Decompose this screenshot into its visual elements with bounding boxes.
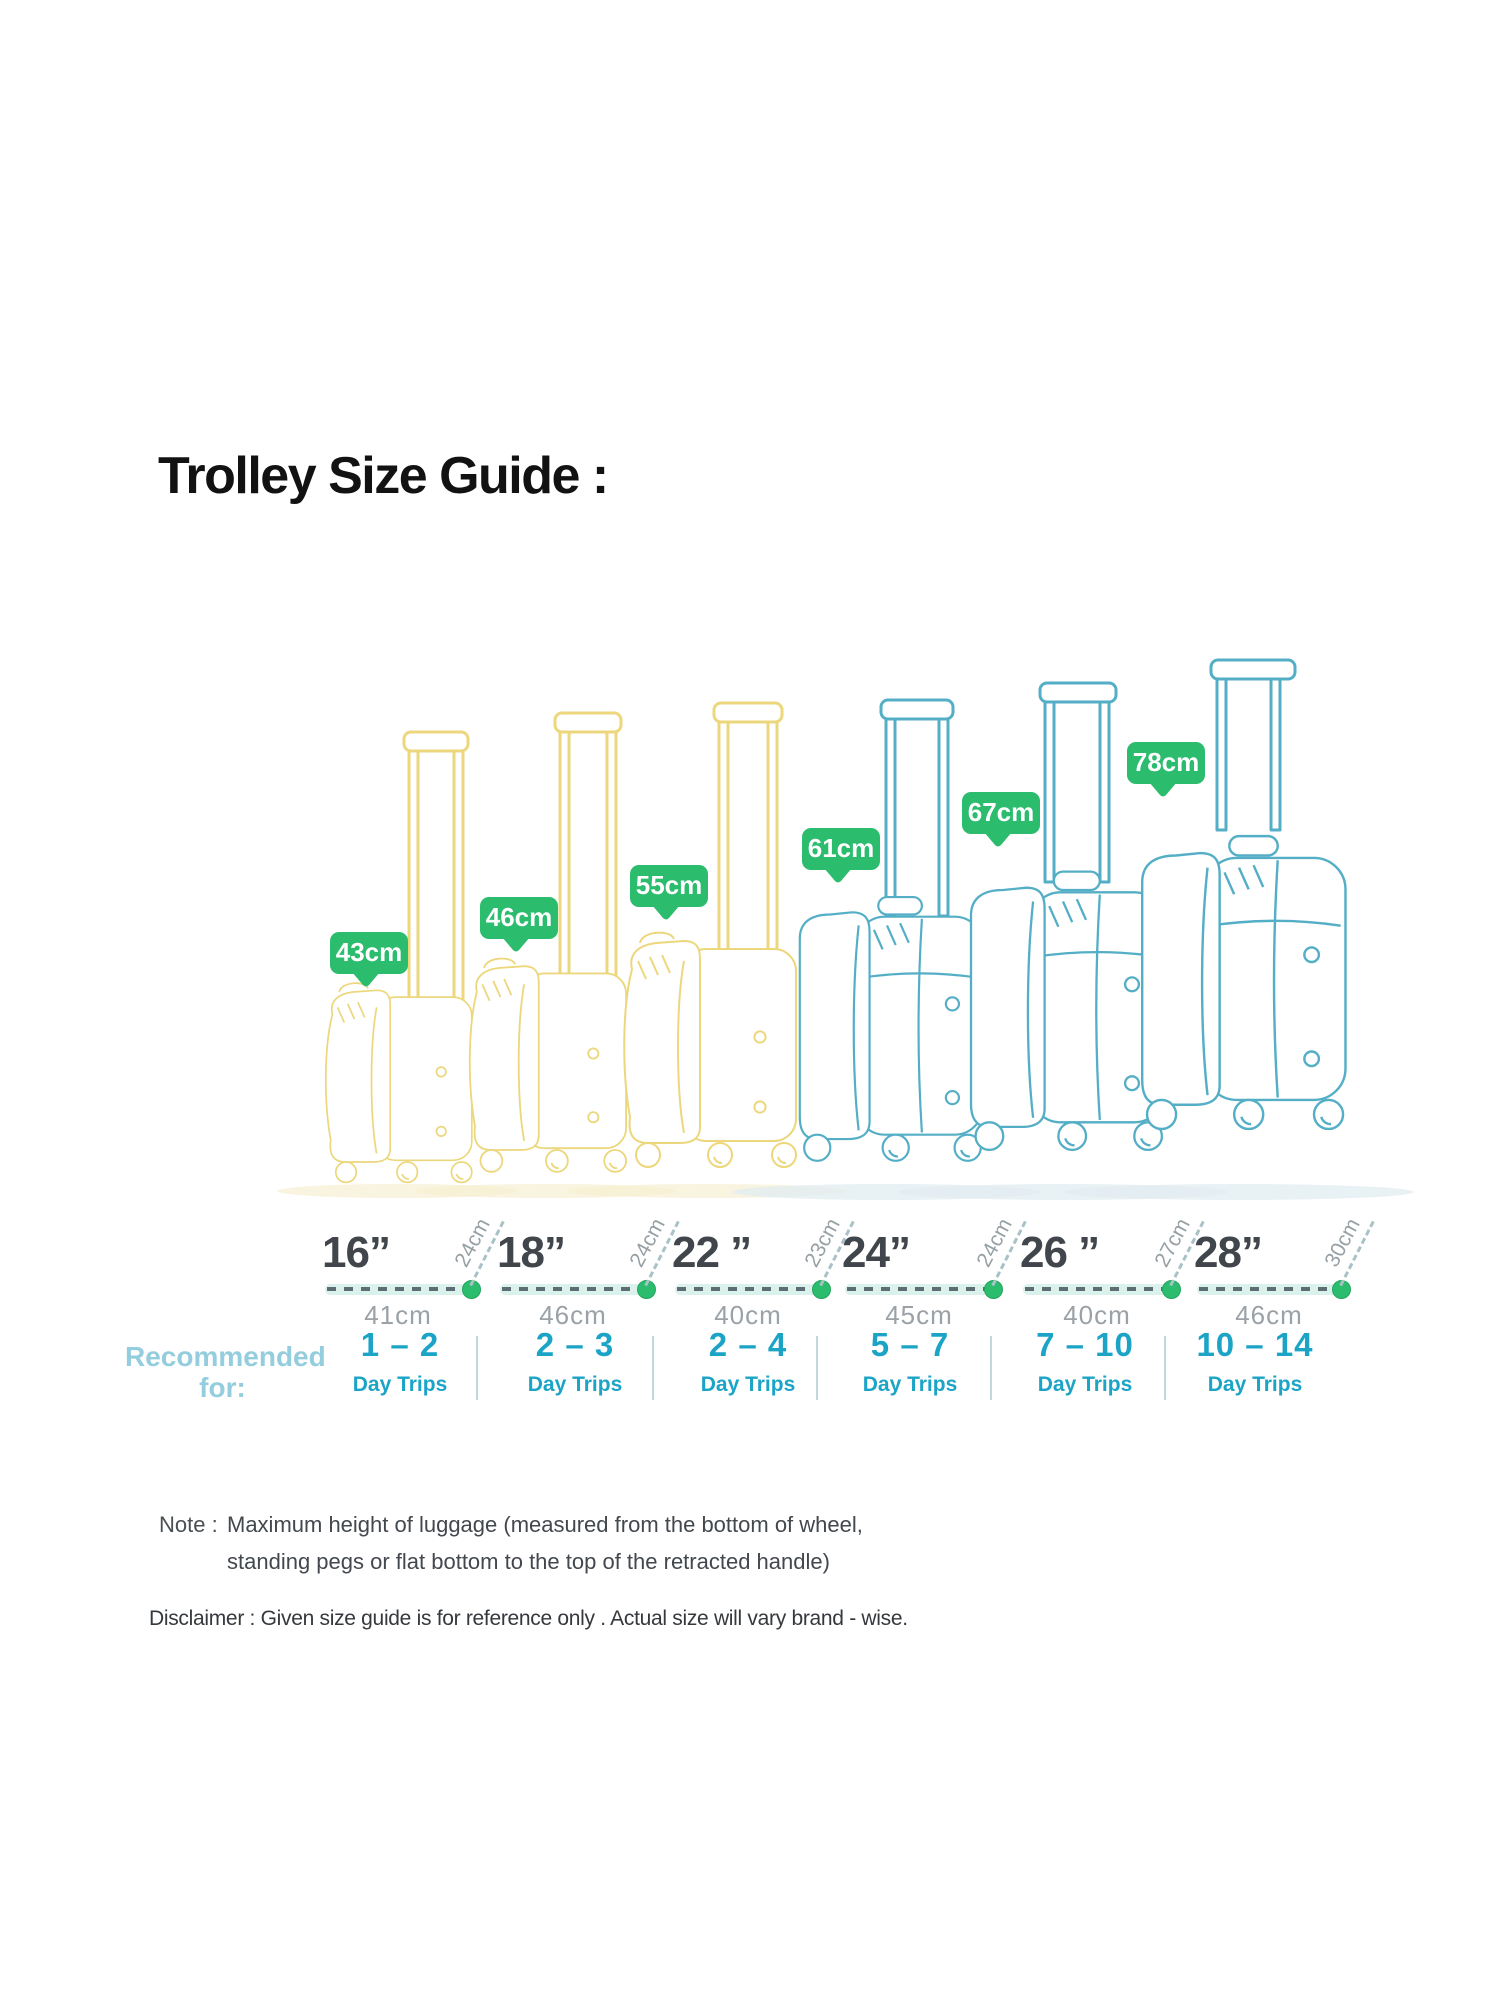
column-divider [1164,1336,1166,1400]
size-column-22: 22 ” 23cm 40cm [672,1215,855,1333]
trolley-handle-24 [881,700,953,916]
recommended-line2: for: [199,1372,246,1403]
height-badge-55cm: 55cm [630,865,708,920]
day-trips-unit: Day Trips [1207,1373,1303,1396]
suitcase-28-inch [1140,660,1348,1131]
dashed-line [1025,1287,1169,1291]
width-label: 41cm [364,1300,432,1330]
day-trips-range: 2 – 3 [535,1326,615,1363]
width-measure-line [1197,1284,1341,1295]
width-label: 40cm [1063,1300,1131,1330]
day-trips-range: 5 – 7 [870,1326,950,1363]
size-column-28: 28” 30cm 46cm [1194,1215,1375,1333]
size-column-16: 16” 24cm 41cm [322,1215,505,1333]
dashed-line [502,1287,644,1291]
width-measure-line [1023,1284,1171,1295]
day-trips-unit: Day Trips [1037,1373,1133,1396]
day-trips-range: 2 – 4 [708,1326,788,1363]
suitcase-16-inch [324,732,473,1184]
size-column-24: 24” 24cm 45cm [842,1215,1027,1333]
measure-dot [984,1280,1003,1299]
column-divider [652,1336,654,1400]
width-label: 46cm [539,1300,607,1330]
width-measure-line [845,1284,993,1295]
dashed-line [327,1287,469,1291]
day-trips-column-16: 1 – 2 Day Trips [320,1326,480,1397]
size-column-18: 18” 24cm 46cm [497,1215,680,1333]
width-label: 46cm [1235,1300,1303,1330]
size-inches-label: 26 ” [1020,1228,1100,1277]
size-column-26: 26 ” 27cm 40cm [1020,1215,1205,1333]
trolley-handle-28 [1211,660,1295,830]
height-badge-43cm: 43cm [330,932,408,987]
day-trips-column-28: 10 – 14 Day Trips [1175,1326,1335,1397]
suitcase-26-inch [969,683,1166,1152]
disclaimer-text: Disclaimer : Given size guide is for ref… [149,1607,908,1630]
day-trips-range: 1 – 2 [360,1326,440,1363]
size-inches-label: 16” [322,1228,391,1277]
page-title: Trolley Size Guide : [158,447,609,505]
day-trips-range: 10 – 14 [1196,1326,1314,1363]
dashed-line [847,1287,991,1291]
day-trips-column-22: 2 – 4 Day Trips [668,1326,828,1397]
trolley-handle-22 [714,703,782,952]
width-measure-line [500,1284,646,1295]
day-trips-column-26: 7 – 10 Day Trips [1005,1326,1165,1397]
height-badges: 43cm 46cm 55cm 61cm 67cm [330,742,1205,987]
trolley-handle-16 [404,732,468,1017]
suitcase-24-inch [798,700,985,1163]
column-divider [990,1336,992,1400]
ground-shadows [277,1184,1414,1200]
suitcase-18-inch [468,713,628,1173]
svg-text:67cm: 67cm [968,797,1035,827]
trolley-handle-26 [1040,683,1116,882]
day-trips-unit: Day Trips [700,1373,796,1396]
day-trips-column-24: 5 – 7 Day Trips [830,1326,990,1397]
height-badge-67cm: 67cm [962,792,1040,847]
column-divider [476,1336,478,1400]
svg-text:78cm: 78cm [1133,747,1200,777]
measure-dot [812,1280,831,1299]
day-trips-range: 7 – 10 [1036,1326,1134,1363]
size-inches-label: 24” [842,1228,911,1277]
size-inches-label: 18” [497,1228,566,1277]
suitcase-22-inch [623,703,798,1169]
measure-dot [462,1280,481,1299]
note-text-line1: Maximum height of luggage (measured from… [227,1512,863,1537]
size-inches-label: 28” [1194,1228,1263,1277]
width-measure-line [325,1284,471,1295]
svg-text:55cm: 55cm [636,870,703,900]
note-text-line2: standing pegs or flat bottom to the top … [227,1549,830,1574]
trolley-handle-18 [555,713,621,982]
day-trips-column-18: 2 – 3 Day Trips [495,1326,655,1397]
measure-dot [1332,1280,1351,1299]
column-divider [816,1336,818,1400]
height-badge-61cm: 61cm [802,828,880,883]
width-measure-line [675,1284,821,1295]
svg-text:46cm: 46cm [486,902,553,932]
size-inches-label: 22 ” [672,1228,752,1277]
dashed-line [677,1287,819,1291]
note-label: Note : [159,1512,218,1537]
day-trips-unit: Day Trips [352,1373,448,1396]
day-trips-unit: Day Trips [862,1373,958,1396]
width-label: 45cm [885,1300,953,1330]
recommended-for-label: Recommended for: [125,1341,326,1403]
height-badge-46cm: 46cm [480,897,558,952]
height-badge-78cm: 78cm [1127,742,1205,797]
dashed-line [1199,1287,1339,1291]
recommended-line1: Recommended [125,1341,326,1372]
measure-dot [1162,1280,1181,1299]
svg-text:61cm: 61cm [808,833,875,863]
svg-text:43cm: 43cm [336,937,403,967]
width-label: 40cm [714,1300,782,1330]
day-trips-unit: Day Trips [527,1373,623,1396]
measure-dot [637,1280,656,1299]
